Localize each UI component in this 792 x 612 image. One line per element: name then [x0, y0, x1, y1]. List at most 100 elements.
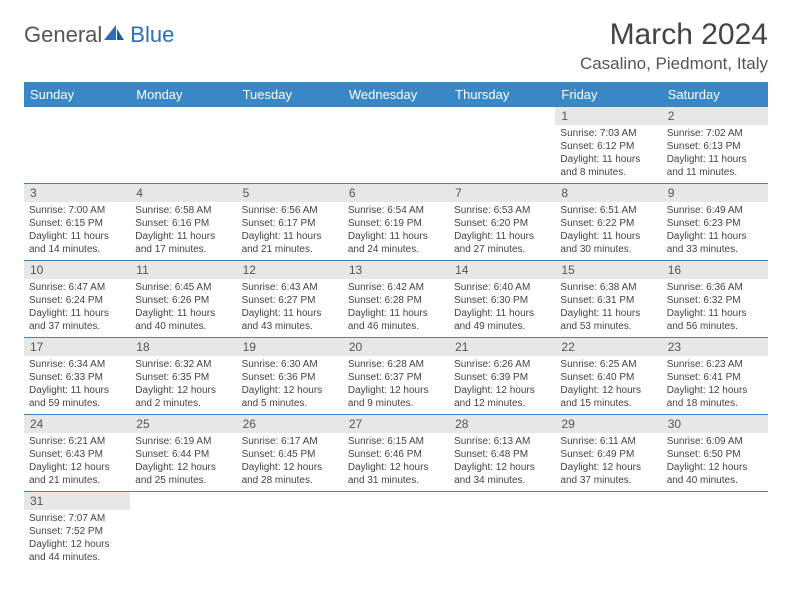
- daylight-line: Daylight: 11 hours and 49 minutes.: [454, 307, 550, 333]
- dow-mon: Monday: [130, 82, 236, 107]
- header: General Blue March 2024 Casalino, Piedmo…: [24, 18, 768, 74]
- day-number: 14: [449, 261, 555, 279]
- sunset-line: Sunset: 6:35 PM: [135, 371, 231, 384]
- day-body: Sunrise: 6:38 AMSunset: 6:31 PMDaylight:…: [555, 279, 661, 337]
- sunrise-line: Sunrise: 6:42 AM: [348, 281, 444, 294]
- sunset-line: Sunset: 6:22 PM: [560, 217, 656, 230]
- sunset-line: Sunset: 6:36 PM: [242, 371, 338, 384]
- day-number: 21: [449, 338, 555, 356]
- daylight-line: Daylight: 12 hours and 31 minutes.: [348, 461, 444, 487]
- day-number: 30: [662, 415, 768, 433]
- day-body: Sunrise: 6:51 AMSunset: 6:22 PMDaylight:…: [555, 202, 661, 260]
- day-body: Sunrise: 6:34 AMSunset: 6:33 PMDaylight:…: [24, 356, 130, 414]
- calendar-cell: [24, 107, 130, 184]
- daylight-line: Daylight: 12 hours and 40 minutes.: [667, 461, 763, 487]
- day-number: [555, 492, 661, 510]
- daylight-line: Daylight: 11 hours and 37 minutes.: [29, 307, 125, 333]
- calendar-cell: 11Sunrise: 6:45 AMSunset: 6:26 PMDayligh…: [130, 261, 236, 338]
- daylight-line: Daylight: 12 hours and 28 minutes.: [242, 461, 338, 487]
- calendar-cell: 29Sunrise: 6:11 AMSunset: 6:49 PMDayligh…: [555, 415, 661, 492]
- sunrise-line: Sunrise: 6:49 AM: [667, 204, 763, 217]
- day-number: [343, 492, 449, 510]
- day-body: Sunrise: 6:26 AMSunset: 6:39 PMDaylight:…: [449, 356, 555, 414]
- daylight-line: Daylight: 11 hours and 27 minutes.: [454, 230, 550, 256]
- day-body: Sunrise: 6:42 AMSunset: 6:28 PMDaylight:…: [343, 279, 449, 337]
- daylight-line: Daylight: 12 hours and 9 minutes.: [348, 384, 444, 410]
- calendar-cell: 16Sunrise: 6:36 AMSunset: 6:32 PMDayligh…: [662, 261, 768, 338]
- calendar-cell: 10Sunrise: 6:47 AMSunset: 6:24 PMDayligh…: [24, 261, 130, 338]
- sunset-line: Sunset: 6:27 PM: [242, 294, 338, 307]
- month-title: March 2024: [580, 18, 768, 52]
- calendar-cell: [343, 492, 449, 569]
- sunrise-line: Sunrise: 6:34 AM: [29, 358, 125, 371]
- sunset-line: Sunset: 6:17 PM: [242, 217, 338, 230]
- day-body: Sunrise: 7:03 AMSunset: 6:12 PMDaylight:…: [555, 125, 661, 183]
- day-number: 7: [449, 184, 555, 202]
- day-body: Sunrise: 6:49 AMSunset: 6:23 PMDaylight:…: [662, 202, 768, 260]
- calendar-week-row: 31Sunrise: 7:07 AMSunset: 7:52 PMDayligh…: [24, 492, 768, 569]
- day-body: [343, 125, 449, 177]
- day-body: Sunrise: 7:02 AMSunset: 6:13 PMDaylight:…: [662, 125, 768, 183]
- logo-text-blue: Blue: [130, 22, 174, 48]
- sunset-line: Sunset: 6:41 PM: [667, 371, 763, 384]
- logo: General Blue: [24, 18, 174, 48]
- day-body: Sunrise: 6:36 AMSunset: 6:32 PMDaylight:…: [662, 279, 768, 337]
- sunrise-line: Sunrise: 6:56 AM: [242, 204, 338, 217]
- day-number: 10: [24, 261, 130, 279]
- daylight-line: Daylight: 11 hours and 33 minutes.: [667, 230, 763, 256]
- calendar-cell: 30Sunrise: 6:09 AMSunset: 6:50 PMDayligh…: [662, 415, 768, 492]
- sunrise-line: Sunrise: 6:28 AM: [348, 358, 444, 371]
- calendar-cell: 17Sunrise: 6:34 AMSunset: 6:33 PMDayligh…: [24, 338, 130, 415]
- day-body: Sunrise: 6:43 AMSunset: 6:27 PMDaylight:…: [237, 279, 343, 337]
- sunrise-line: Sunrise: 6:11 AM: [560, 435, 656, 448]
- daylight-line: Daylight: 12 hours and 5 minutes.: [242, 384, 338, 410]
- sunrise-line: Sunrise: 7:00 AM: [29, 204, 125, 217]
- calendar-week-row: 17Sunrise: 6:34 AMSunset: 6:33 PMDayligh…: [24, 338, 768, 415]
- calendar-cell: 31Sunrise: 7:07 AMSunset: 7:52 PMDayligh…: [24, 492, 130, 569]
- day-number: 17: [24, 338, 130, 356]
- calendar-cell: [343, 107, 449, 184]
- calendar-cell: 25Sunrise: 6:19 AMSunset: 6:44 PMDayligh…: [130, 415, 236, 492]
- calendar-week-row: 10Sunrise: 6:47 AMSunset: 6:24 PMDayligh…: [24, 261, 768, 338]
- calendar-cell: 4Sunrise: 6:58 AMSunset: 6:16 PMDaylight…: [130, 184, 236, 261]
- sunset-line: Sunset: 6:48 PM: [454, 448, 550, 461]
- sunrise-line: Sunrise: 6:26 AM: [454, 358, 550, 371]
- sunrise-line: Sunrise: 6:58 AM: [135, 204, 231, 217]
- day-number: [237, 107, 343, 125]
- calendar-cell: [449, 492, 555, 569]
- calendar-cell: 19Sunrise: 6:30 AMSunset: 6:36 PMDayligh…: [237, 338, 343, 415]
- sunrise-line: Sunrise: 6:32 AM: [135, 358, 231, 371]
- sunset-line: Sunset: 6:33 PM: [29, 371, 125, 384]
- daylight-line: Daylight: 11 hours and 24 minutes.: [348, 230, 444, 256]
- sunrise-line: Sunrise: 6:19 AM: [135, 435, 231, 448]
- daylight-line: Daylight: 11 hours and 8 minutes.: [560, 153, 656, 179]
- calendar-cell: 7Sunrise: 6:53 AMSunset: 6:20 PMDaylight…: [449, 184, 555, 261]
- day-body: Sunrise: 7:00 AMSunset: 6:15 PMDaylight:…: [24, 202, 130, 260]
- day-number: 6: [343, 184, 449, 202]
- calendar-cell: 12Sunrise: 6:43 AMSunset: 6:27 PMDayligh…: [237, 261, 343, 338]
- daylight-line: Daylight: 11 hours and 21 minutes.: [242, 230, 338, 256]
- day-body: Sunrise: 6:30 AMSunset: 6:36 PMDaylight:…: [237, 356, 343, 414]
- sunset-line: Sunset: 6:15 PM: [29, 217, 125, 230]
- calendar-cell: [237, 492, 343, 569]
- day-body: Sunrise: 6:09 AMSunset: 6:50 PMDaylight:…: [662, 433, 768, 491]
- dow-fri: Friday: [555, 82, 661, 107]
- day-body: Sunrise: 6:13 AMSunset: 6:48 PMDaylight:…: [449, 433, 555, 491]
- calendar-cell: 5Sunrise: 6:56 AMSunset: 6:17 PMDaylight…: [237, 184, 343, 261]
- day-body: [555, 510, 661, 562]
- day-number: [237, 492, 343, 510]
- calendar-cell: 18Sunrise: 6:32 AMSunset: 6:35 PMDayligh…: [130, 338, 236, 415]
- daylight-line: Daylight: 11 hours and 14 minutes.: [29, 230, 125, 256]
- daylight-line: Daylight: 12 hours and 37 minutes.: [560, 461, 656, 487]
- day-body: [237, 125, 343, 177]
- sunrise-line: Sunrise: 6:51 AM: [560, 204, 656, 217]
- sunrise-line: Sunrise: 6:47 AM: [29, 281, 125, 294]
- daylight-line: Daylight: 12 hours and 25 minutes.: [135, 461, 231, 487]
- day-body: Sunrise: 6:47 AMSunset: 6:24 PMDaylight:…: [24, 279, 130, 337]
- sunrise-line: Sunrise: 6:40 AM: [454, 281, 550, 294]
- day-body: Sunrise: 6:15 AMSunset: 6:46 PMDaylight:…: [343, 433, 449, 491]
- calendar-body: 1Sunrise: 7:03 AMSunset: 6:12 PMDaylight…: [24, 107, 768, 568]
- day-body: Sunrise: 6:19 AMSunset: 6:44 PMDaylight:…: [130, 433, 236, 491]
- calendar-cell: [237, 107, 343, 184]
- day-number: 2: [662, 107, 768, 125]
